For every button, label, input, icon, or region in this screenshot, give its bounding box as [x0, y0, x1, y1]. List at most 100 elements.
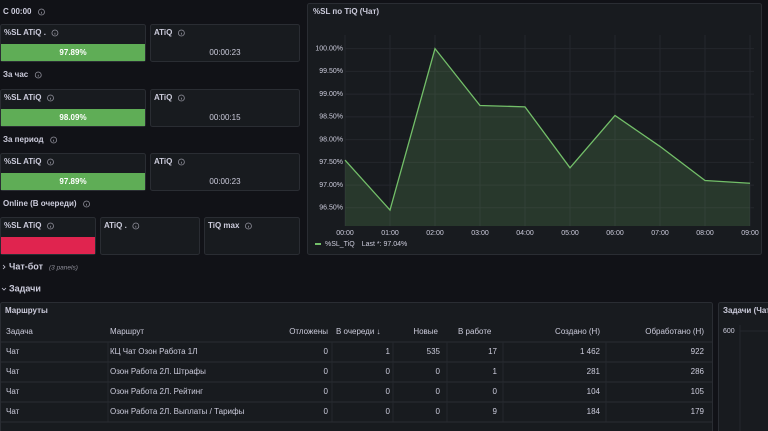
table-cell: 179	[691, 407, 705, 416]
row-title[interactable]: Задачи	[9, 283, 41, 293]
table-header-cell[interactable]: В работе	[458, 327, 492, 336]
table-cell: 184	[587, 407, 601, 416]
stat-value: 00:00:23	[209, 48, 241, 57]
table-cell: Чат	[6, 407, 20, 416]
table-cell: 0	[436, 387, 441, 396]
table-cell: 535	[427, 347, 441, 356]
stat-value: 97.89%	[59, 48, 86, 57]
stat-value: 97.89%	[59, 177, 86, 186]
table-cell: 0	[436, 407, 441, 416]
stat-value: 00:00:23	[209, 177, 241, 186]
info-icon	[47, 222, 54, 230]
table-header-cell[interactable]: Задача	[6, 327, 33, 336]
info-icon	[245, 222, 252, 230]
stat-title: %SL ATiQ .	[4, 28, 46, 37]
table-cell: 0	[324, 407, 329, 416]
x-tick-label: 01:00	[381, 230, 399, 237]
stat-panel	[150, 153, 300, 191]
info-icon	[177, 29, 185, 37]
info-icon-circle	[177, 94, 185, 102]
info-icon-circle	[245, 222, 252, 230]
y-tick-label: 96.50%	[319, 205, 343, 212]
info-icon-circle	[38, 8, 45, 16]
table-cell: 1	[386, 347, 391, 356]
table-cell: Озон Работа 2Л. Выплаты / Тарифы	[110, 407, 245, 416]
section-title: Online (В очереди)	[3, 199, 77, 208]
info-icon-circle	[47, 94, 54, 102]
x-tick-label: 02:00	[426, 230, 444, 237]
table-header-cell[interactable]: Маршрут	[110, 327, 144, 336]
stat-bar	[1, 173, 145, 190]
stat-panel	[100, 217, 200, 255]
side-panel-title: Задачи (Чат)	[723, 306, 768, 315]
side-panel-group: Задачи (Чат) 600	[718, 302, 768, 431]
table-header-cell[interactable]: В очереди ↓	[336, 327, 381, 336]
info-icon	[132, 222, 140, 230]
table-header-cell[interactable]: Создано (Н)	[555, 327, 600, 336]
table-cell: 1 462	[580, 347, 601, 356]
stat-panel	[150, 24, 300, 62]
chart-panel	[307, 3, 762, 255]
y-tick-label: 98.50%	[319, 114, 343, 121]
stat-title: TiQ max	[208, 221, 240, 230]
stat-title: ATiQ	[154, 28, 172, 37]
table-cell: 0	[493, 387, 498, 396]
stat-title: ATiQ .	[104, 221, 127, 230]
stat-bar	[1, 109, 145, 126]
stat-panel	[150, 89, 300, 127]
info-icon	[34, 71, 42, 79]
y-tick-label: 99.50%	[319, 68, 343, 75]
table-header-cell[interactable]: Обработано (Н)	[645, 327, 704, 336]
x-tick-label: 04:00	[516, 230, 534, 237]
table-header-cell[interactable]: Новые	[413, 327, 438, 336]
x-tick-label: 07:00	[651, 230, 669, 237]
info-icon-circle	[177, 158, 185, 166]
stat-panel	[204, 217, 300, 255]
table-title: Маршруты	[5, 306, 48, 315]
info-icon	[47, 94, 54, 102]
table-cell: КЦ Чат Озон Работа 1Л	[110, 347, 198, 356]
info-icon	[50, 136, 58, 144]
info-icon-circle	[83, 200, 90, 208]
table-cell: Чат	[6, 347, 20, 356]
x-tick-label: 03:00	[471, 230, 489, 237]
legend-stat: Last *: 97.04%	[362, 241, 408, 248]
table-cell: 17	[488, 347, 497, 356]
table-cell: Чат	[6, 367, 20, 376]
collapse-chevron	[2, 264, 6, 270]
y-tick-label: 98.00%	[319, 136, 343, 143]
table-cell: 0	[386, 367, 391, 376]
info-icon-circle	[47, 158, 54, 166]
x-tick-label: 00:00	[336, 230, 354, 237]
row-title[interactable]: Чат-бот	[9, 261, 44, 271]
stat-value: 98.09%	[59, 113, 86, 122]
section-title: За час	[3, 70, 29, 79]
info-icon-circle	[132, 222, 140, 230]
table-header-cell[interactable]: Отложены	[289, 327, 328, 336]
table-cell: 104	[587, 387, 601, 396]
stat-title: %SL ATiQ	[4, 221, 42, 230]
y-tick-label: 99.00%	[319, 91, 343, 98]
y-tick-label: 100.00%	[315, 45, 343, 52]
table-cell: 0	[324, 347, 329, 356]
table-cell: Чат	[6, 387, 20, 396]
stat-bar	[1, 237, 95, 254]
stat-bar	[1, 44, 145, 61]
y-tick-label: 97.00%	[319, 182, 343, 189]
section-title: За период	[3, 135, 44, 144]
stat-title: ATiQ	[154, 93, 172, 102]
x-tick-label: 05:00	[561, 230, 579, 237]
table-cell: 286	[691, 367, 705, 376]
table-cell: 0	[436, 367, 441, 376]
table-cell: 9	[493, 407, 498, 416]
table-cell: 281	[587, 367, 601, 376]
x-tick-label: 08:00	[696, 230, 714, 237]
series-area	[345, 48, 750, 227]
stat-value: 00:00:15	[209, 113, 241, 122]
side-y-tick-label: 600	[723, 328, 735, 335]
info-icon	[47, 158, 54, 166]
table-cell: 1	[493, 367, 498, 376]
stat-title: ATiQ	[154, 157, 172, 166]
series-line	[344, 47, 751, 212]
